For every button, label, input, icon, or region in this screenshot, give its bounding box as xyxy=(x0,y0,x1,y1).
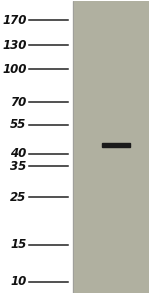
Text: 170: 170 xyxy=(2,14,27,27)
Bar xyxy=(102,143,130,147)
Bar xyxy=(19,1,73,293)
Text: 100: 100 xyxy=(2,63,27,76)
Text: 25: 25 xyxy=(10,191,27,204)
Text: 35: 35 xyxy=(10,160,27,173)
Text: 10: 10 xyxy=(10,275,27,288)
Text: 40: 40 xyxy=(10,148,27,161)
Text: 70: 70 xyxy=(10,96,27,109)
Text: 130: 130 xyxy=(2,39,27,52)
Text: 15: 15 xyxy=(10,238,27,251)
Text: 55: 55 xyxy=(10,118,27,131)
Bar xyxy=(73,1,149,293)
